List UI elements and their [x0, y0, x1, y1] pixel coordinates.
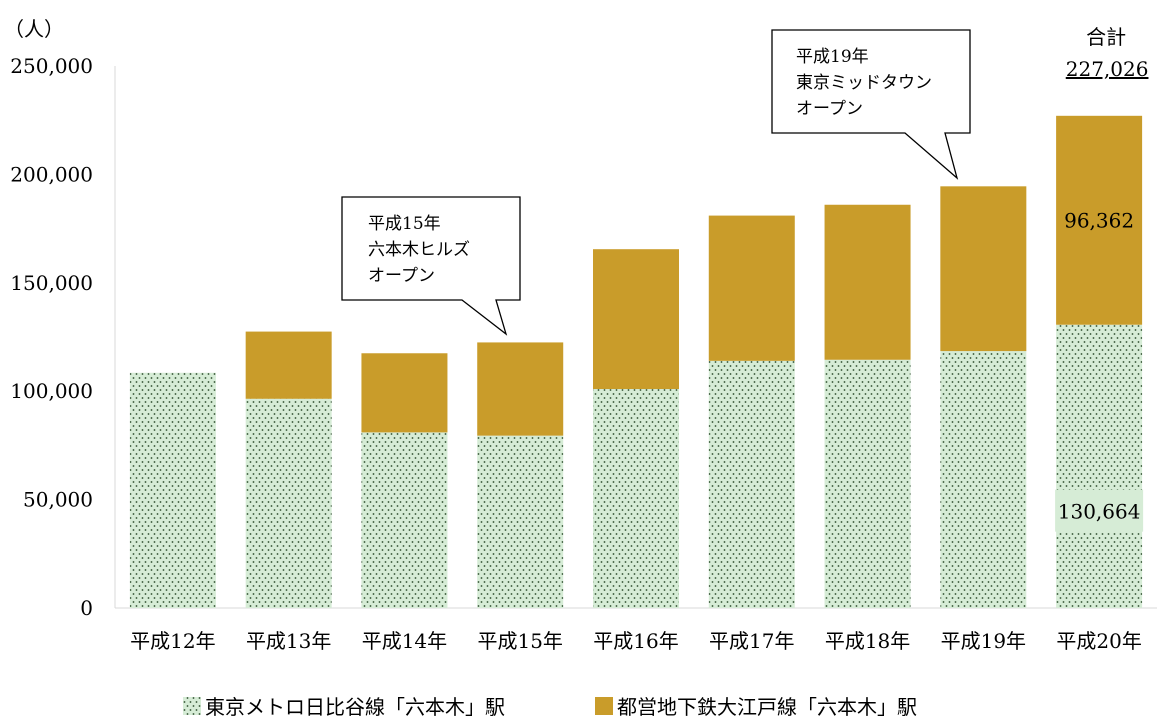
bar-hibiya: [361, 432, 448, 608]
total-title: 合計: [1086, 25, 1126, 49]
x-tick-label: 平成17年: [709, 629, 794, 653]
x-tick-label: 平成20年: [1056, 629, 1141, 653]
legend-label: 東京メトロ日比谷線「六本木」駅: [205, 695, 505, 719]
bar-oedo: [477, 342, 564, 436]
y-tick-label: 250,000: [10, 54, 93, 78]
bar-oedo: [940, 186, 1027, 352]
y-tick-label: 150,000: [10, 271, 93, 295]
callout-text: 平成15年: [368, 214, 441, 234]
bar-hibiya: [593, 389, 679, 608]
callout-box: [771, 29, 971, 180]
callout-text: 平成19年: [796, 47, 869, 67]
bars: 130,664 96,362 合計 227,026: [129, 25, 1149, 608]
y-tick-label: 200,000: [10, 162, 93, 186]
callout-text: 六本木ヒルズ: [368, 240, 470, 260]
bar-oedo: [824, 204, 911, 360]
bar-hibiya: [477, 435, 564, 608]
total-value: 227,026: [1066, 57, 1149, 81]
legend: 東京メトロ日比谷線「六本木」駅 都営地下鉄大江戸線「六本木」駅: [183, 695, 917, 719]
x-axis-labels: 平成12年 平成13年 平成14年 平成15年 平成16年 平成17年 平成18年 平成19年…: [130, 629, 1142, 653]
x-tick-label: 平成16年: [593, 629, 678, 653]
y-unit-label: （人）: [4, 17, 64, 41]
callout-text: 東京ミッドタウン: [796, 73, 932, 93]
x-tick-label: 平成14年: [362, 629, 447, 653]
y-tick-label: 100,000: [10, 379, 93, 403]
y-tick-label: 50,000: [23, 488, 93, 512]
bar-hibiya: [129, 372, 216, 608]
bar-oedo: [708, 215, 795, 361]
callout-text: オープン: [368, 266, 435, 286]
bar-oedo: [361, 353, 448, 433]
bar-hibiya: [940, 351, 1027, 608]
bar-hibiya: [1056, 324, 1143, 608]
legend-swatch-hibiya: [183, 697, 201, 715]
x-tick-label: 平成13年: [246, 629, 331, 653]
bar-hibiya: [245, 398, 332, 608]
bar-oedo: [593, 249, 679, 390]
bar-oedo: [245, 331, 332, 399]
data-label: 130,664: [1058, 500, 1141, 524]
x-tick-label: 平成18年: [825, 629, 910, 653]
x-tick-label: 平成15年: [477, 629, 562, 653]
data-label: 96,362: [1064, 208, 1134, 232]
legend-label: 都営地下鉄大江戸線「六本木」駅: [617, 695, 917, 719]
bar-oedo: [1056, 115, 1143, 325]
bar-hibiya: [708, 360, 795, 608]
bar-hibiya: [824, 359, 911, 608]
x-tick-label: 平成12年: [130, 629, 215, 653]
callout-text: オープン: [796, 99, 863, 119]
data-label-background: [1055, 489, 1144, 532]
y-tick-label: 0: [80, 596, 93, 620]
callout-box: [341, 196, 521, 336]
legend-swatch-oedo: [595, 697, 613, 715]
x-tick-label: 平成19年: [941, 629, 1026, 653]
y-axis: 0 50,000 100,000 150,000 200,000 250,000: [10, 54, 1157, 620]
